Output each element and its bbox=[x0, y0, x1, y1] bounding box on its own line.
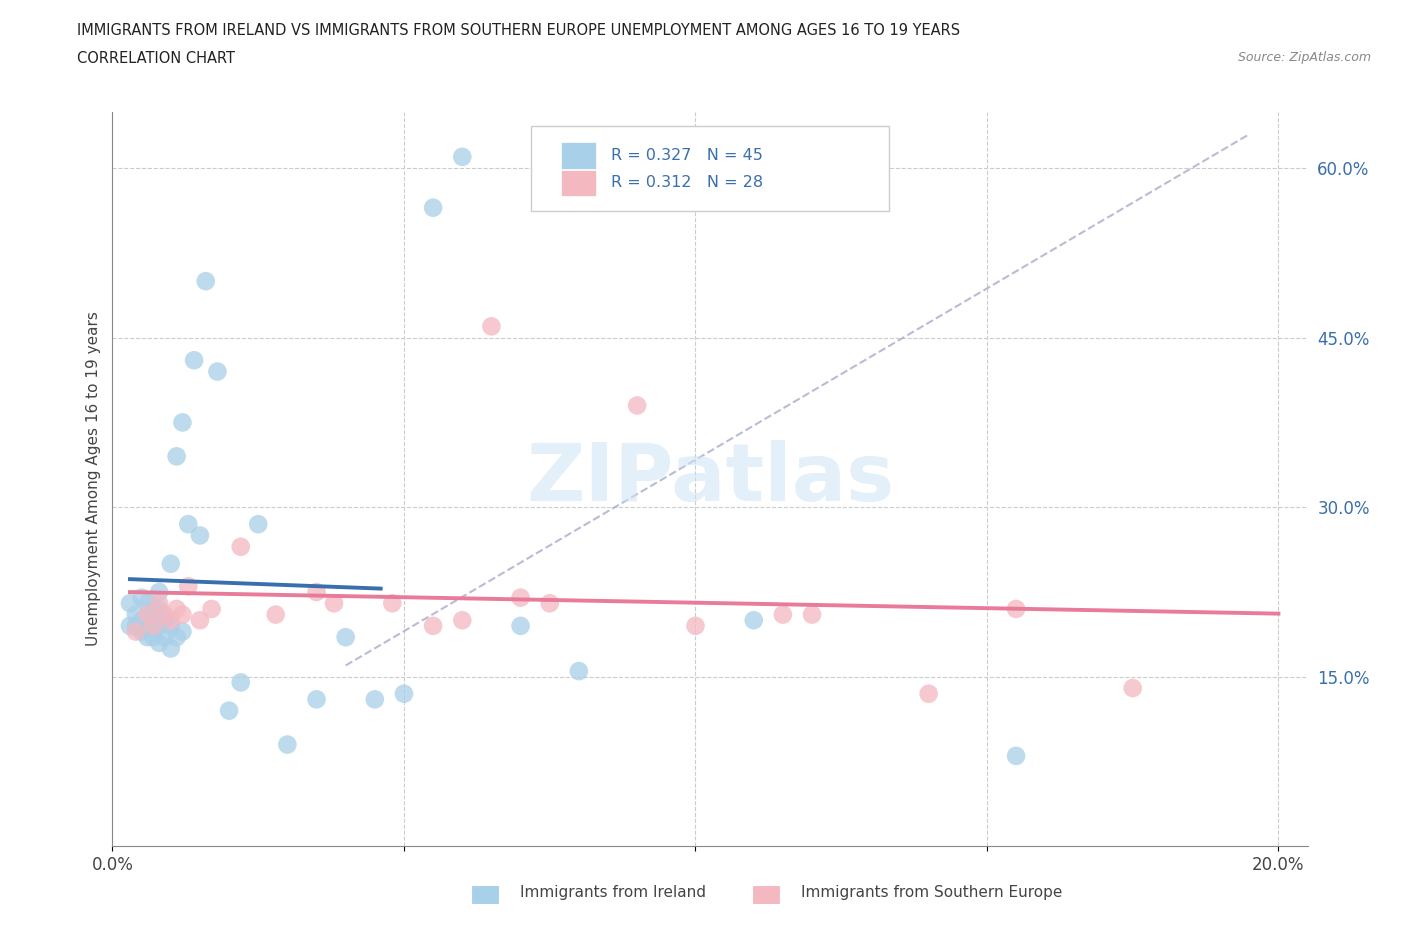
Point bbox=[153, 613, 176, 628]
Point bbox=[148, 596, 170, 611]
Point bbox=[218, 703, 240, 718]
Point bbox=[264, 607, 287, 622]
Point bbox=[159, 641, 181, 656]
Point bbox=[323, 596, 346, 611]
Point bbox=[685, 618, 707, 633]
Point bbox=[166, 602, 188, 617]
Point bbox=[125, 618, 148, 633]
Point bbox=[125, 624, 148, 639]
Point bbox=[509, 591, 531, 605]
Point bbox=[118, 618, 141, 633]
Point bbox=[568, 664, 591, 679]
Point bbox=[118, 596, 141, 611]
Point bbox=[194, 273, 217, 288]
Point bbox=[131, 591, 153, 605]
Point bbox=[166, 630, 188, 644]
Point bbox=[305, 692, 328, 707]
Point bbox=[142, 618, 165, 633]
Point bbox=[276, 737, 298, 752]
Point bbox=[136, 613, 159, 628]
Point bbox=[451, 150, 474, 165]
Y-axis label: Unemployment Among Ages 16 to 19 years: Unemployment Among Ages 16 to 19 years bbox=[86, 312, 101, 646]
Point bbox=[131, 613, 153, 628]
Point bbox=[136, 630, 159, 644]
Point bbox=[381, 596, 404, 611]
Point bbox=[172, 607, 194, 622]
Point bbox=[481, 319, 503, 334]
Point bbox=[335, 630, 357, 644]
Point bbox=[136, 607, 159, 622]
Text: IMMIGRANTS FROM IRELAND VS IMMIGRANTS FROM SOUTHERN EUROPE UNEMPLOYMENT AMONG AG: IMMIGRANTS FROM IRELAND VS IMMIGRANTS FR… bbox=[77, 23, 960, 38]
Point bbox=[142, 618, 165, 633]
Point bbox=[125, 607, 148, 622]
Point bbox=[392, 686, 415, 701]
Text: Immigrants from Southern Europe: Immigrants from Southern Europe bbox=[801, 885, 1063, 900]
FancyBboxPatch shape bbox=[561, 169, 596, 196]
FancyBboxPatch shape bbox=[561, 142, 596, 169]
Point bbox=[177, 578, 200, 593]
Point bbox=[159, 556, 181, 571]
Point bbox=[148, 602, 170, 617]
Point bbox=[131, 624, 153, 639]
Point bbox=[509, 618, 531, 633]
Point bbox=[305, 585, 328, 600]
Point bbox=[626, 398, 648, 413]
Point bbox=[422, 200, 444, 215]
Point bbox=[207, 365, 229, 379]
Point bbox=[153, 607, 176, 622]
Point bbox=[172, 624, 194, 639]
Point bbox=[247, 517, 270, 532]
Point bbox=[148, 585, 170, 600]
Point bbox=[159, 618, 181, 633]
Point bbox=[188, 613, 211, 628]
Point bbox=[1122, 681, 1144, 696]
Text: Immigrants from Ireland: Immigrants from Ireland bbox=[520, 885, 706, 900]
Point bbox=[159, 613, 181, 628]
Point bbox=[1005, 749, 1028, 764]
Point bbox=[451, 613, 474, 628]
Point bbox=[1005, 602, 1028, 617]
Point bbox=[148, 635, 170, 650]
Point bbox=[772, 607, 794, 622]
Text: ZIPatlas: ZIPatlas bbox=[526, 440, 894, 518]
Point bbox=[364, 692, 387, 707]
Point bbox=[422, 618, 444, 633]
Text: R = 0.312   N = 28: R = 0.312 N = 28 bbox=[610, 176, 763, 191]
Text: R = 0.327   N = 45: R = 0.327 N = 45 bbox=[610, 148, 762, 163]
Point bbox=[166, 449, 188, 464]
Point bbox=[142, 630, 165, 644]
Point bbox=[148, 618, 170, 633]
Point bbox=[136, 596, 159, 611]
Point bbox=[801, 607, 824, 622]
Point bbox=[142, 602, 165, 617]
Text: Source: ZipAtlas.com: Source: ZipAtlas.com bbox=[1237, 51, 1371, 64]
Point bbox=[188, 528, 211, 543]
Point bbox=[538, 596, 561, 611]
Point bbox=[172, 415, 194, 430]
FancyBboxPatch shape bbox=[531, 126, 890, 211]
Point bbox=[183, 352, 205, 367]
Point bbox=[200, 602, 222, 617]
Point bbox=[229, 539, 252, 554]
Text: CORRELATION CHART: CORRELATION CHART bbox=[77, 51, 235, 66]
Point bbox=[917, 686, 939, 701]
Point bbox=[742, 613, 765, 628]
Point bbox=[229, 675, 252, 690]
Point bbox=[153, 630, 176, 644]
Point bbox=[177, 517, 200, 532]
